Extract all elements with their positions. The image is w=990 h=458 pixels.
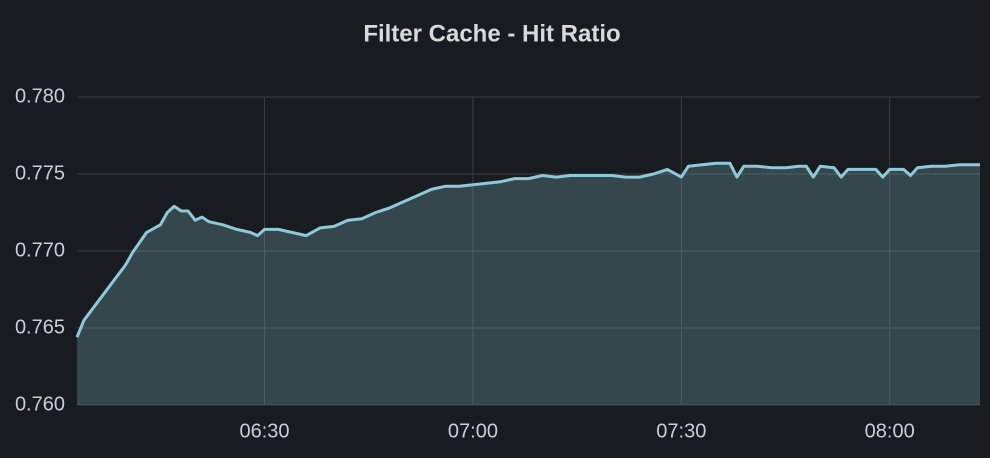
area-fill [77,163,980,405]
x-tick-label: 08:00 [865,420,915,442]
y-tick-label: 0.780 [15,85,65,107]
x-tick-label: 07:30 [656,420,706,442]
y-tick-label: 0.760 [15,393,65,415]
y-tick-label: 0.775 [15,162,65,184]
y-tick-label: 0.770 [15,239,65,261]
x-tick-label: 07:00 [448,420,498,442]
x-tick-label: 06:30 [240,420,290,442]
y-tick-label: 0.765 [15,316,65,338]
chart-title: Filter Cache - Hit Ratio [363,20,620,47]
line [75,161,980,338]
